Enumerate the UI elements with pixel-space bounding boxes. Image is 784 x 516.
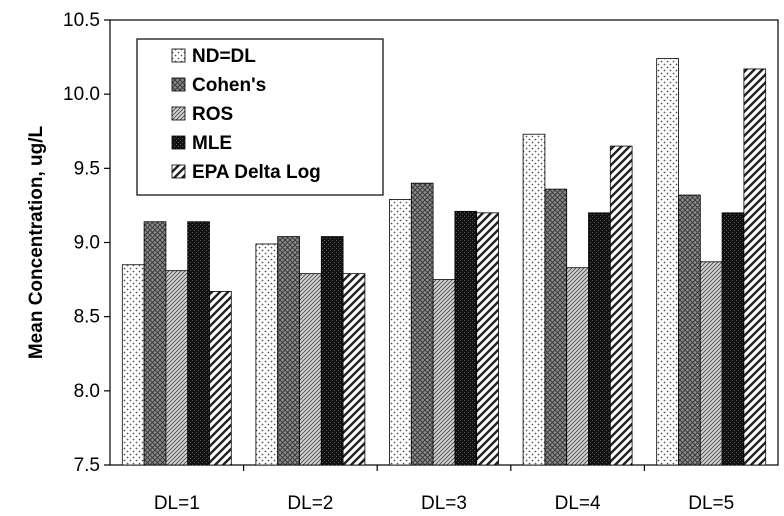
y-tick-label: 10.0 — [63, 84, 100, 105]
y-tick-label: 7.5 — [74, 455, 100, 476]
legend-swatch-1 — [171, 48, 186, 63]
bar-1-4 — [522, 133, 546, 466]
bar-4-5 — [721, 212, 745, 466]
bar-1-2 — [255, 243, 279, 466]
y-tick-label: 10.5 — [63, 10, 100, 31]
bar-2-3 — [410, 182, 434, 466]
bar-1-5 — [656, 58, 679, 466]
x-category-label: DL=3 — [421, 493, 467, 514]
legend-swatch-3 — [171, 106, 186, 121]
bar-5-2 — [342, 273, 366, 466]
x-category-label: DL=2 — [287, 493, 333, 514]
bar-2-1 — [143, 221, 167, 466]
bar-5-5 — [743, 68, 767, 466]
legend-label-5: EPA Delta Log — [192, 162, 321, 183]
bar-3-1 — [165, 270, 189, 466]
x-category-label: DL=4 — [555, 493, 601, 514]
legend-label-2: Cohen's — [192, 75, 266, 96]
bar-5-4 — [609, 145, 633, 466]
x-category-label: DL=1 — [154, 493, 200, 514]
bar-2-4 — [544, 188, 568, 466]
bar-2-5 — [678, 194, 701, 466]
legend: ND=DL Cohen's ROS MLE EPA Delta Log — [136, 38, 384, 196]
y-tick-label: 9.5 — [74, 158, 100, 179]
legend-label-3: ROS — [192, 104, 233, 125]
bar-4-3 — [454, 210, 478, 466]
legend-label-4: MLE — [192, 133, 232, 154]
x-category-label: DL=5 — [688, 493, 734, 514]
bar-4-1 — [187, 221, 210, 466]
bar-5-1 — [209, 291, 232, 466]
bar-3-3 — [432, 279, 456, 466]
bar-3-2 — [299, 273, 322, 466]
y-tick-label: 8.0 — [74, 381, 100, 402]
y-tick-label: 8.5 — [74, 307, 100, 328]
legend-swatch-2 — [171, 77, 186, 92]
y-axis-title: Mean Concentration, ug/L — [26, 125, 47, 359]
legend-swatch-4 — [171, 135, 186, 150]
legend-label-1: ND=DL — [192, 46, 256, 67]
bar-4-4 — [588, 212, 611, 466]
bar-5-3 — [476, 212, 499, 466]
bar-3-4 — [566, 267, 589, 466]
bar-1-1 — [121, 264, 145, 466]
bar-1-3 — [389, 199, 412, 466]
legend-swatch-5 — [171, 164, 186, 179]
bar-3-5 — [699, 261, 723, 466]
bar-4-2 — [320, 236, 344, 466]
bar-2-2 — [277, 236, 300, 466]
y-tick-label: 9.0 — [74, 233, 100, 254]
